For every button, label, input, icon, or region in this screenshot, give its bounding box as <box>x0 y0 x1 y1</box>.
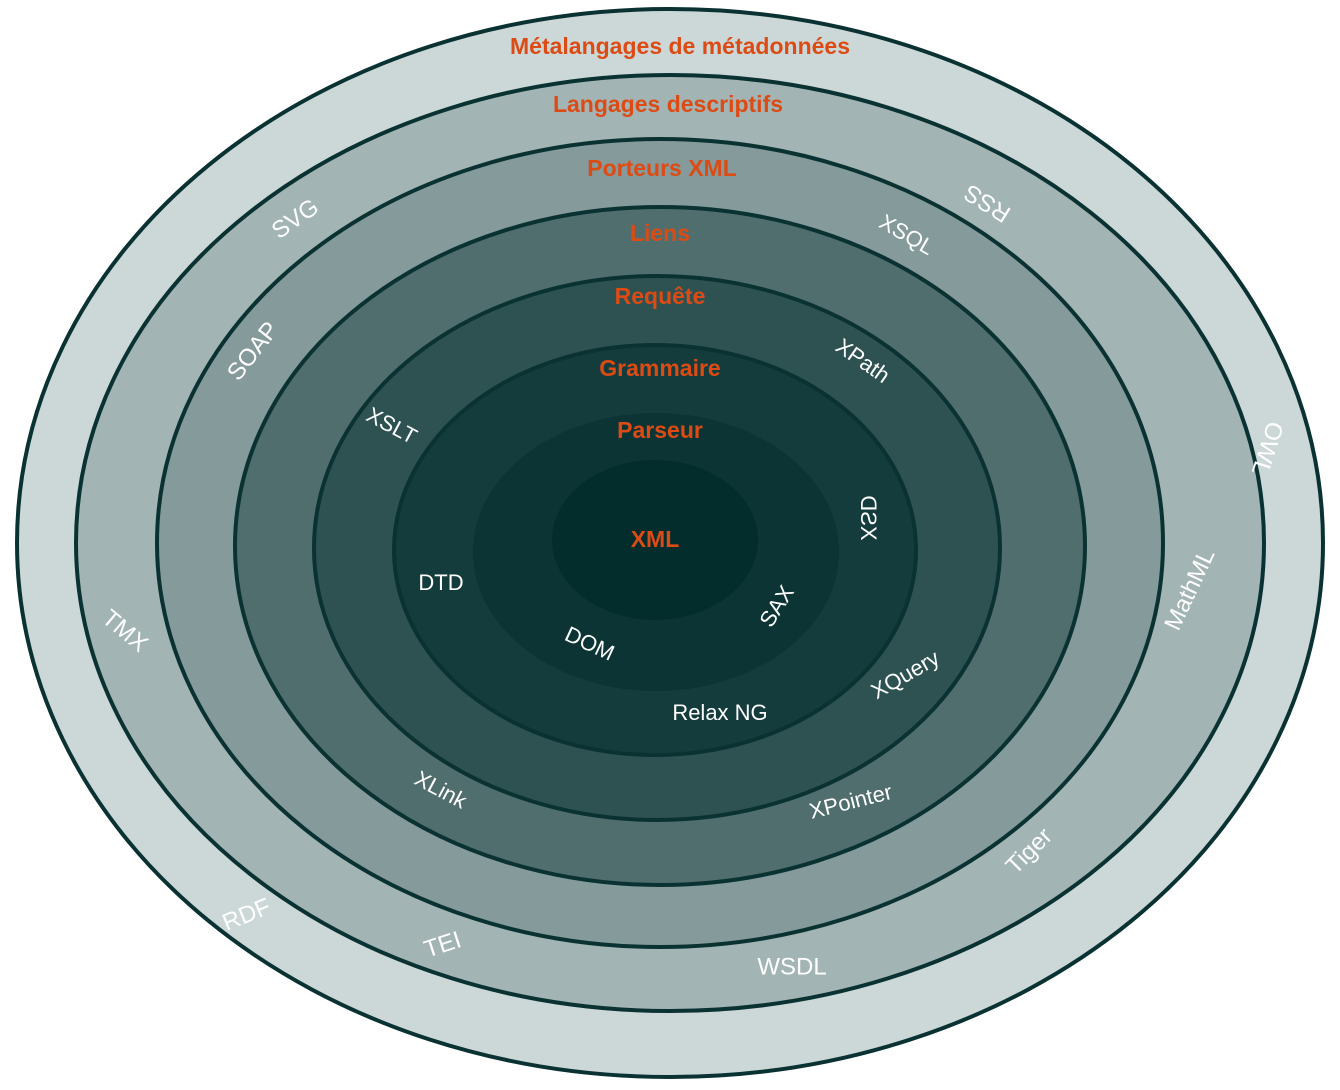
tech-dtd: DTD <box>418 570 463 595</box>
tech-relax-ng: Relax NG <box>672 700 767 725</box>
ring-core <box>552 460 758 620</box>
layer-label-requete: Requête <box>615 283 706 309</box>
layer-label-liens: Liens <box>630 220 690 246</box>
layer-label-metalangages: Métalangages de métadonnées <box>510 33 850 59</box>
tech-wsdl: WSDL <box>757 953 826 980</box>
tech-xsd: XSD <box>856 495 881 540</box>
layer-label-descriptifs: Langages descriptifs <box>553 91 783 117</box>
layer-label-grammaire: Grammaire <box>599 355 720 381</box>
layer-label-core: XML <box>631 526 680 552</box>
layer-label-parseur: Parseur <box>617 417 703 443</box>
layer-label-porteurs: Porteurs XML <box>587 155 737 181</box>
